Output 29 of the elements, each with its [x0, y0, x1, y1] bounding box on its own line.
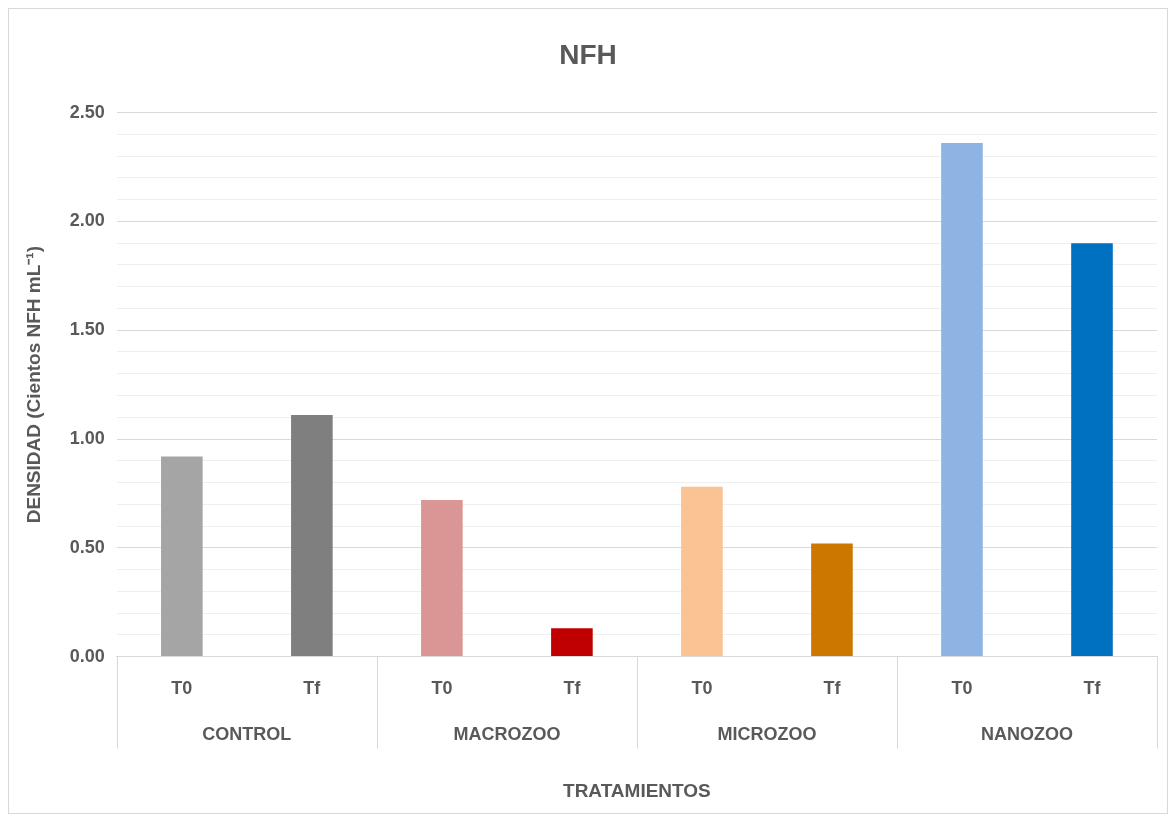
y-tick-label: 2.00 — [69, 210, 105, 231]
x-tick-label: Tf — [823, 678, 842, 699]
text: NANOZOO — [980, 723, 1073, 744]
bar — [1071, 243, 1113, 657]
bar — [291, 415, 333, 657]
x-axis-title: TRATAMIENTOS — [563, 779, 711, 801]
chart-title: NFH — [559, 38, 617, 70]
bar — [681, 486, 723, 657]
bar — [811, 543, 853, 657]
x-tick-label: Tf — [1083, 678, 1102, 699]
y-tick-label: 2.50 — [69, 101, 105, 122]
y-tick-label: 0.50 — [69, 536, 105, 557]
x-tick-label: Tf — [563, 678, 582, 699]
y-tick-label: 1.50 — [69, 319, 105, 340]
x-tick-label: T0 — [951, 678, 973, 699]
bar — [941, 143, 983, 657]
y-tick-label: 0.00 — [69, 645, 105, 666]
text: CONTROL — [202, 723, 292, 744]
y-axis-title: DENSIDAD (Cientos NFH mL⁻¹) — [22, 245, 44, 524]
bar — [161, 456, 203, 657]
bar — [551, 628, 593, 657]
x-tick-label: T0 — [171, 678, 193, 699]
y-tick-label: 1.00 — [69, 427, 105, 448]
x-tick-label: T0 — [431, 678, 453, 699]
bar — [421, 499, 463, 657]
text: MICROZOO — [717, 723, 817, 744]
text: MACROZOO — [453, 723, 561, 744]
x-tick-label: T0 — [691, 678, 713, 699]
x-tick-label: Tf — [303, 678, 322, 699]
